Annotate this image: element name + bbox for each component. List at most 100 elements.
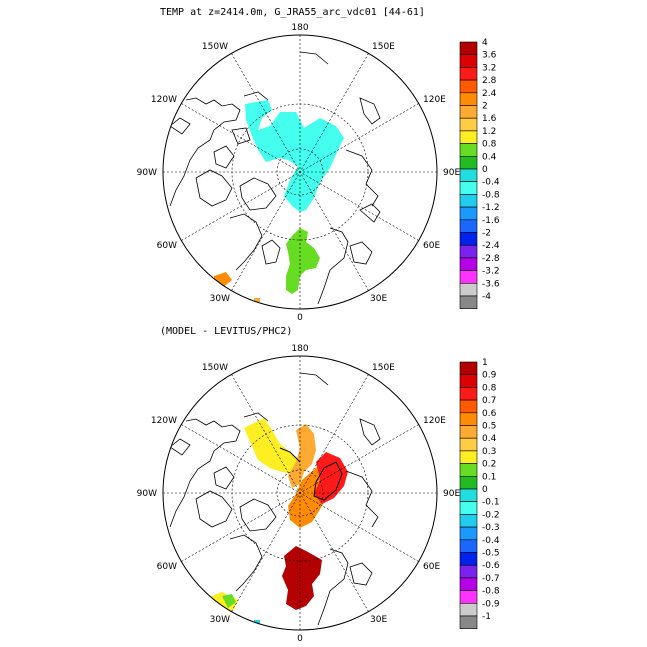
colorbar-swatch [459, 564, 478, 579]
colorbar: 1 0.9 0.8 0.7 0.6 0.5 0.4 0.3 0.2 0.1 0 -0.1 -0.2 -0.… [459, 358, 500, 629]
colorbar-tick-label: -0.5 [482, 549, 500, 559]
graticule [163, 356, 437, 630]
colorbar-swatch [459, 526, 478, 541]
colorbar-swatch [459, 399, 478, 414]
colorbar-swatch [459, 577, 478, 591]
colorbar-swatch [459, 437, 478, 452]
colorbar-tick-label: -0.4 [482, 178, 500, 188]
colorbar-tick-label: 1.6 [482, 114, 497, 124]
colorbar-swatch [459, 181, 478, 195]
colorbar-tick-label: 0.9 [482, 371, 497, 381]
colorbar-swatch [459, 552, 478, 566]
lon-label-30w: 30W [210, 294, 230, 304]
colorbar-swatch [459, 54, 478, 68]
colorbar-tick-label: -0.1 [482, 498, 500, 508]
colorbar-tick-label: -2.4 [482, 241, 500, 251]
lon-label-90e: 90E [443, 168, 460, 178]
colorbar-tick-label: 2.8 [482, 76, 497, 86]
colorbar-swatch [459, 539, 478, 553]
lon-label-60w: 60W [157, 562, 177, 572]
colorbar-swatch [459, 194, 478, 208]
lon-label-120w: 120W [151, 416, 177, 426]
colorbar-swatch [459, 387, 478, 401]
colorbar-tick-label: 0.6 [482, 409, 497, 419]
colorbar-swatch [459, 450, 478, 464]
colorbar-tick-label: -1 [482, 612, 491, 622]
colorbar-swatch [459, 488, 478, 502]
colorbar-tick-label: -4 [482, 292, 491, 302]
colorbar-tick-label: 0.3 [482, 447, 496, 457]
colorbar-swatch [459, 67, 478, 81]
colorbar-tick-label: 2 [482, 102, 488, 112]
lon-label-60e: 60E [423, 562, 440, 572]
coastlines [169, 372, 381, 626]
lon-label-60w: 60W [157, 241, 177, 251]
colorbar-tick-label: 0.5 [482, 422, 496, 432]
colorbar-swatch [459, 412, 478, 426]
colorbar-tick-label: 1 [482, 358, 488, 368]
lon-label-120e: 120E [423, 95, 446, 105]
lon-label-30e: 30E [370, 294, 387, 304]
lon-label-30e: 30E [370, 615, 387, 625]
colorbar-swatch [459, 79, 478, 94]
lon-label-60e: 60E [423, 241, 440, 251]
panel-temperature: TEMP at z=2414.0m, G_JRA55_arc_vdc01 [44… [137, 7, 500, 323]
colorbar-tick-label: -2 [482, 229, 491, 239]
colorbar-tick-label: 0.8 [482, 383, 497, 393]
colorbar-tick-label: 1.2 [482, 127, 496, 137]
colorbar-swatch [459, 590, 478, 604]
lon-label-0: 0 [297, 634, 303, 644]
colorbar-tick-label: -1.6 [482, 216, 500, 226]
field-region-corner-cyan [254, 620, 260, 624]
colorbar-tick-label: -0.8 [482, 587, 500, 597]
contour-lines [279, 447, 343, 501]
colorbar-swatch [459, 282, 478, 297]
lon-label-120e: 120E [423, 416, 446, 426]
lon-label-90w: 90W [137, 489, 157, 499]
panel-title: TEMP at z=2414.0m, G_JRA55_arc_vdc01 [44… [160, 7, 425, 18]
colorbar-swatch [459, 425, 478, 439]
colorbar-tick-label: -0.4 [482, 536, 500, 546]
field-region-corner-green [222, 594, 236, 608]
colorbar-swatch [459, 295, 478, 309]
colorbar-tick-label: 0 [482, 485, 488, 495]
colorbar-tick-label: 3.2 [482, 63, 496, 73]
colorbar-swatch [459, 361, 478, 375]
colorbar-tick-label: -0.7 [482, 574, 500, 584]
colorbar-swatch [459, 219, 478, 233]
colorbar-tick-label: -3.2 [482, 267, 500, 277]
lon-label-180: 180 [291, 344, 308, 354]
colorbar-swatch [459, 117, 478, 132]
colorbar-swatch [459, 257, 478, 271]
colorbar-tick-label: -1.2 [482, 203, 500, 213]
colorbar-swatch [459, 105, 478, 119]
field-region-darkred [282, 546, 322, 610]
colorbar-swatch [459, 615, 478, 629]
colorbar-swatch [459, 244, 478, 259]
colorbar-tick-label: -0.6 [482, 561, 500, 571]
colorbar-tick-label: -2.8 [482, 254, 500, 264]
colorbar-tick-label: 2.4 [482, 89, 497, 99]
longitude-labels: 180 0 90W 90E 150W 120W 60W 30W 150E 120… [137, 344, 461, 644]
colorbar-swatch [459, 501, 478, 515]
lon-label-150e: 150E [372, 42, 395, 52]
colorbar-tick-label: 0.4 [482, 434, 497, 444]
lon-label-150w: 150W [202, 42, 228, 52]
map-area [163, 356, 437, 630]
colorbar-swatch [459, 270, 478, 284]
colorbar-tick-label: 0.4 [482, 152, 497, 162]
lon-label-30w: 30W [210, 615, 230, 625]
map-area [163, 35, 437, 309]
colorbar-tick-label: 3.6 [482, 51, 497, 61]
coastlines [167, 51, 381, 305]
lon-label-0: 0 [297, 313, 303, 323]
colorbar-swatch [459, 41, 478, 55]
colorbar-swatch [459, 156, 478, 170]
field-region-red [314, 452, 348, 504]
field-region-lightorange [288, 424, 316, 488]
colorbar-swatch [459, 130, 478, 144]
colorbar-swatch [459, 374, 478, 388]
colorbar-swatch [459, 206, 478, 221]
lon-label-150e: 150E [372, 363, 395, 373]
